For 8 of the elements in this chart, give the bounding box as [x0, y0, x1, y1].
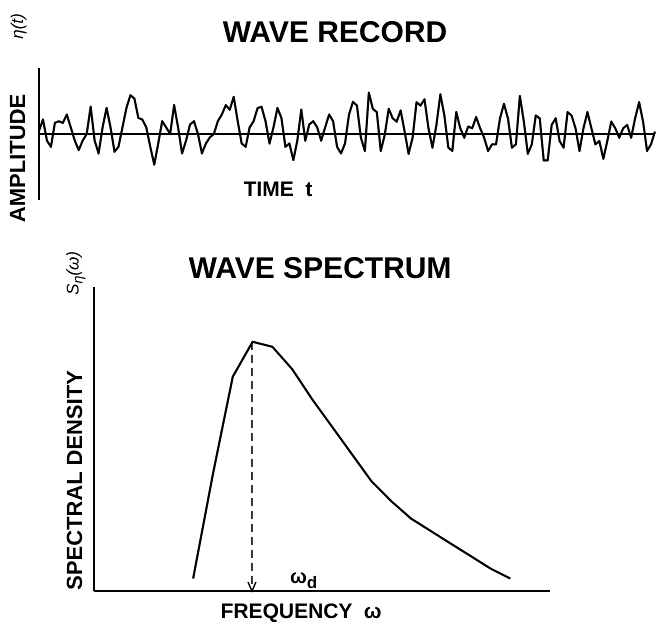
chart-title: WAVE SPECTRUM	[188, 252, 452, 286]
y-axis-title: SPECTRAL DENSITY	[62, 370, 88, 590]
x-axis-title: TIME t	[244, 178, 312, 202]
y-axis-title: AMPLITUDE	[5, 94, 31, 222]
chart-title: WAVE RECORD	[222, 16, 448, 50]
annotation: ω$_{d}$	[290, 566, 318, 593]
text: η(t)	[8, 13, 28, 39]
x-axis-title: FREQUENCY ω	[220, 600, 382, 624]
